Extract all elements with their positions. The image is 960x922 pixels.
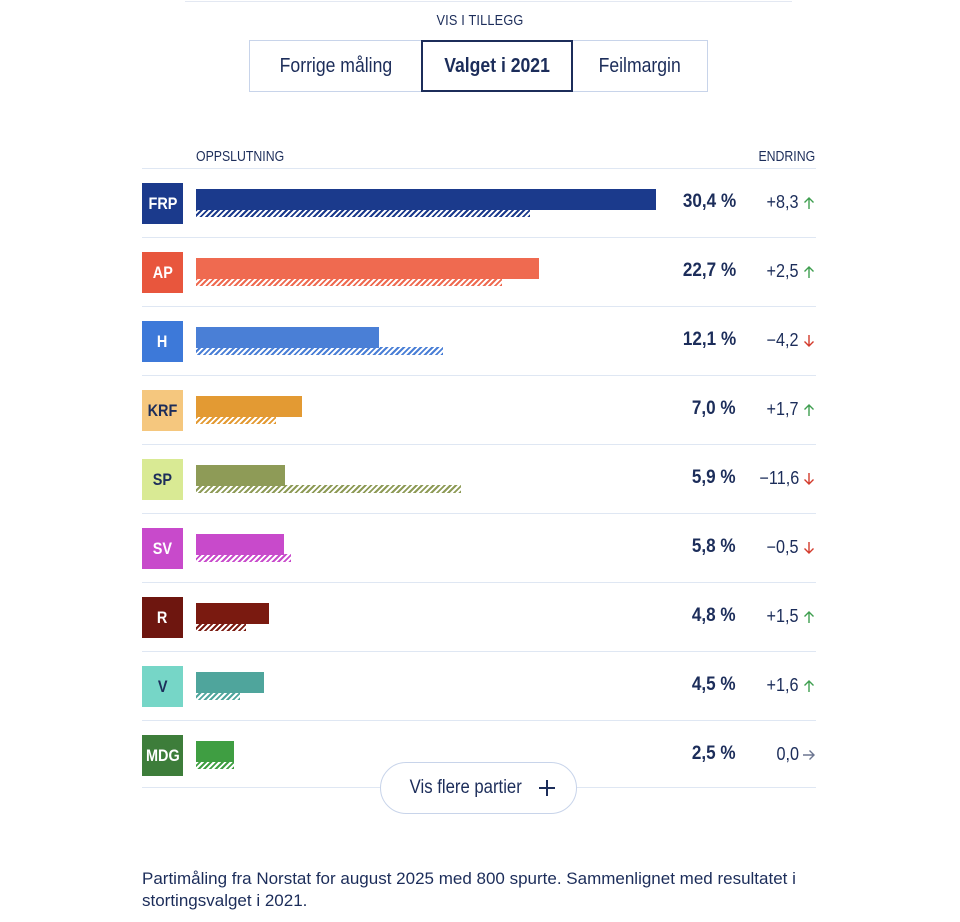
party-badge-r: R [142, 597, 183, 638]
reference-bar-h [196, 347, 443, 355]
change-value-label: +1,6 [767, 675, 799, 695]
party-badge-h: H [142, 321, 183, 362]
party-row-ap: AP 22,7 % +2,5 [142, 237, 816, 306]
party-badge-label: KRF [147, 400, 178, 420]
change-value-label: +1,5 [767, 606, 799, 626]
party-row-frp: FRP 30,4 % +8,3 [142, 168, 816, 237]
party-row-r: R 4,8 % +1,5 [142, 582, 816, 651]
change-value: +1,5 [763, 606, 816, 627]
plus-icon [539, 780, 556, 796]
support-bar-sp [196, 465, 286, 486]
party-badge-krf: KRF [142, 390, 183, 431]
change-column-header: ENDRING [758, 148, 815, 165]
party-badge-label: SV [152, 538, 173, 558]
arrow-up-icon [804, 610, 814, 623]
change-value-label: +2,5 [767, 261, 799, 281]
party-row-mdg: MDG 2,5 % 0,0 [142, 720, 816, 789]
support-value-label: 4,8 % [692, 605, 736, 626]
top-divider [185, 0, 792, 2]
arrow-down-icon [804, 472, 814, 485]
reference-bar-r [196, 623, 246, 631]
arrow-up-icon [804, 265, 814, 278]
change-value-label: +8,3 [767, 192, 799, 212]
support-bar-v [196, 672, 265, 693]
party-badge-ap: AP [142, 252, 183, 293]
party-row-sv: SV 5,8 % −0,5 [142, 513, 816, 582]
change-value: +1,7 [763, 399, 816, 420]
support-bar-mdg [196, 741, 234, 762]
arrow-up-icon [804, 196, 814, 209]
support-value-label: 5,8 % [692, 536, 736, 557]
arrow-down-icon [804, 334, 814, 347]
support-value-label: 22,7 % [682, 260, 736, 281]
source-footnote: Partimåling fra Norstat for august 2025 … [142, 869, 796, 910]
arrow-right-icon [803, 749, 815, 760]
show-more-label: Vis flere partier [409, 777, 522, 798]
party-row-h: H 12,1 % −4,2 [142, 306, 816, 375]
support-value-label: 30,4 % [682, 191, 736, 212]
support-value-label: 12,1 % [682, 329, 736, 350]
party-badge-frp: FRP [142, 183, 183, 224]
reference-bar-frp [196, 209, 531, 217]
change-value-label: +1,7 [767, 399, 799, 419]
party-badge-label: AP [152, 262, 173, 282]
support-bar-krf [196, 396, 302, 417]
arrow-up-icon [804, 679, 814, 692]
support-value-label: 4,5 % [692, 674, 736, 695]
change-value-label: 0,0 [776, 744, 799, 764]
change-value: −4,2 [763, 330, 816, 351]
support-bar-h [196, 327, 380, 348]
extra-view-label: VIS I TILLEGG [436, 12, 524, 29]
change-value: +1,6 [763, 675, 816, 696]
change-value: 0,0 [774, 744, 816, 765]
party-badge-sv: SV [142, 528, 183, 569]
party-badge-v: V [142, 666, 183, 707]
party-badge-label: MDG [145, 745, 180, 765]
change-value: +8,3 [763, 192, 816, 213]
toggle-error-margin[interactable]: Feilmargin [573, 40, 708, 92]
reference-bar-sp [196, 485, 461, 493]
arrow-up-icon [804, 403, 814, 416]
change-value: +2,5 [763, 261, 816, 282]
change-value: −11,6 [755, 468, 816, 489]
reference-bar-ap [196, 278, 502, 286]
party-badge-label: R [157, 607, 168, 627]
comparison-toggle: Forrige måling Valget i 2021 Feilmargin [249, 40, 708, 92]
support-bar-r [196, 603, 269, 624]
support-value-label: 5,9 % [692, 467, 736, 488]
reference-bar-v [196, 692, 240, 700]
support-bar-ap [196, 258, 540, 279]
party-badge-mdg: MDG [142, 735, 183, 776]
party-row-sp: SP 5,9 % −11,6 [142, 444, 816, 513]
party-row-krf: KRF 7,0 % +1,7 [142, 375, 816, 444]
support-bar-sv [196, 534, 284, 555]
support-value-label: 2,5 % [692, 743, 736, 764]
support-column-header: OPPSLUTNING [196, 148, 285, 165]
reference-bar-sv [196, 554, 292, 562]
toggle-election-2021[interactable]: Valget i 2021 [421, 40, 573, 92]
arrow-down-icon [804, 541, 814, 554]
party-badge-sp: SP [142, 459, 183, 500]
reference-bar-krf [196, 416, 277, 424]
support-bar-frp [196, 189, 656, 210]
support-value-label: 7,0 % [692, 398, 736, 419]
party-badge-label: V [157, 676, 168, 696]
show-more-parties-button[interactable]: Vis flere partier [380, 762, 577, 814]
change-value-label: −11,6 [759, 468, 799, 488]
party-badge-label: FRP [148, 193, 177, 213]
toggle-previous-poll[interactable]: Forrige måling [249, 40, 421, 92]
reference-bar-mdg [196, 761, 234, 769]
change-value: −0,5 [763, 537, 816, 558]
party-badge-label: H [157, 331, 168, 351]
change-value-label: −4,2 [767, 330, 799, 350]
party-row-v: V 4,5 % +1,6 [142, 651, 816, 720]
party-badge-label: SP [152, 469, 173, 489]
change-value-label: −0,5 [767, 537, 799, 557]
